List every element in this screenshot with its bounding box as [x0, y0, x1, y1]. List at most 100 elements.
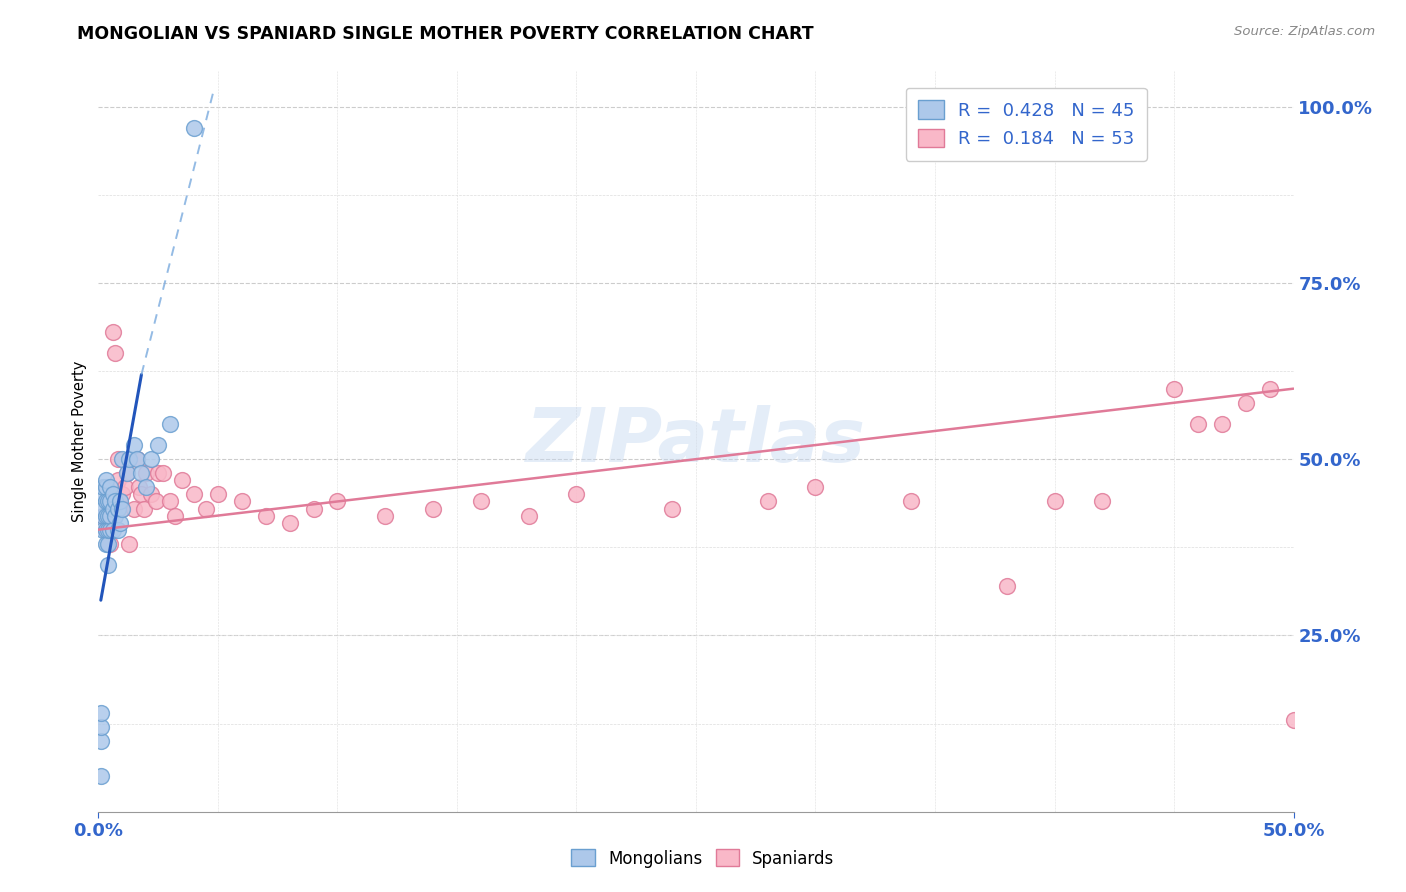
Point	[91, 508, 114, 523]
Point	[91, 487, 114, 501]
Y-axis label: Single Mother Poverty: Single Mother Poverty	[72, 361, 87, 522]
Point	[101, 501, 124, 516]
Point	[148, 438, 170, 452]
Point	[94, 473, 117, 487]
Point	[98, 494, 122, 508]
Point	[97, 537, 120, 551]
Point	[91, 501, 114, 516]
Point	[97, 494, 120, 508]
Point	[1258, 382, 1281, 396]
Point	[101, 523, 124, 537]
Text: ZIPatlas: ZIPatlas	[526, 405, 866, 478]
Point	[804, 480, 827, 494]
Point	[104, 494, 127, 508]
Text: Source: ZipAtlas.com: Source: ZipAtlas.com	[1234, 25, 1375, 38]
Point	[1234, 396, 1257, 410]
Point	[115, 467, 138, 481]
Point	[661, 501, 683, 516]
Point	[900, 494, 922, 508]
Point	[565, 487, 588, 501]
Point	[98, 523, 122, 537]
Point	[97, 508, 120, 523]
Point	[1187, 417, 1209, 431]
Point	[128, 480, 150, 494]
Point	[995, 579, 1018, 593]
Point	[183, 120, 205, 135]
Point	[94, 480, 117, 494]
Point	[159, 417, 181, 431]
Point	[111, 452, 134, 467]
Point	[1091, 494, 1114, 508]
Point	[159, 494, 181, 508]
Point	[422, 501, 444, 516]
Point	[90, 720, 112, 734]
Point	[118, 537, 141, 551]
Point	[97, 523, 120, 537]
Point	[131, 487, 153, 501]
Point	[172, 473, 194, 487]
Point	[183, 487, 205, 501]
Point	[132, 501, 155, 516]
Point	[374, 508, 396, 523]
Point	[94, 523, 117, 537]
Point	[97, 558, 120, 572]
Point	[111, 501, 134, 516]
Point	[139, 452, 162, 467]
Point	[756, 494, 779, 508]
Point	[91, 480, 114, 494]
Point	[104, 508, 127, 523]
Point	[104, 346, 127, 360]
Point	[231, 494, 253, 508]
Point	[278, 516, 301, 530]
Point	[1211, 417, 1233, 431]
Point	[125, 452, 148, 467]
Point	[107, 501, 129, 516]
Point	[131, 467, 153, 481]
Point	[107, 523, 129, 537]
Point	[108, 516, 131, 530]
Point	[1282, 713, 1305, 727]
Point	[517, 508, 540, 523]
Point	[98, 480, 122, 494]
Point	[207, 487, 229, 501]
Point	[94, 537, 117, 551]
Point	[148, 467, 170, 481]
Point	[125, 452, 148, 467]
Point	[1163, 382, 1185, 396]
Point	[1043, 494, 1066, 508]
Point	[94, 523, 117, 537]
Point	[97, 508, 120, 523]
Point	[254, 508, 277, 523]
Point	[470, 494, 492, 508]
Point	[118, 452, 141, 467]
Point	[94, 494, 117, 508]
Point	[114, 480, 136, 494]
Point	[135, 480, 157, 494]
Point	[108, 494, 131, 508]
Point	[145, 494, 167, 508]
Point	[111, 487, 134, 501]
Point	[98, 508, 122, 523]
Legend: Mongolians, Spaniards: Mongolians, Spaniards	[560, 838, 846, 880]
Point	[163, 508, 186, 523]
Text: MONGOLIAN VS SPANIARD SINGLE MOTHER POVERTY CORRELATION CHART: MONGOLIAN VS SPANIARD SINGLE MOTHER POVE…	[77, 25, 814, 43]
Point	[124, 501, 146, 516]
Point	[115, 467, 138, 481]
Point	[111, 501, 134, 516]
Point	[195, 501, 218, 516]
Point	[139, 487, 162, 501]
Point	[90, 734, 112, 748]
Point	[124, 438, 146, 452]
Point	[98, 537, 122, 551]
Point	[101, 487, 124, 501]
Point	[107, 452, 129, 467]
Point	[94, 508, 117, 523]
Point	[91, 508, 114, 523]
Point	[90, 706, 112, 720]
Point	[302, 501, 325, 516]
Legend: R =  0.428   N = 45, R =  0.184   N = 53: R = 0.428 N = 45, R = 0.184 N = 53	[905, 87, 1147, 161]
Point	[101, 325, 124, 339]
Point	[152, 467, 174, 481]
Point	[326, 494, 349, 508]
Point	[90, 769, 112, 783]
